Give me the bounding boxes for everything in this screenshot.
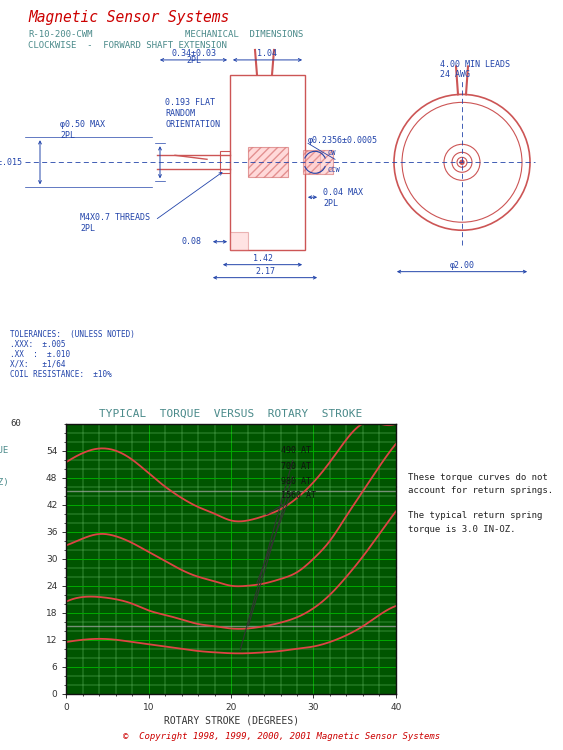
Text: COIL RESISTANCE:  ±10%: COIL RESISTANCE: ±10% (10, 370, 111, 379)
Bar (305, 152, 320, 173)
Text: (IN-OZ): (IN-OZ) (0, 478, 9, 487)
Text: 24 AWG: 24 AWG (440, 70, 470, 79)
Text: CCW: CCW (327, 167, 339, 173)
Text: 1.062±.015: 1.062±.015 (0, 158, 22, 166)
Text: TOLERANCES:  (UNLESS NOTED): TOLERANCES: (UNLESS NOTED) (10, 329, 135, 338)
Text: 0.04 MAX: 0.04 MAX (323, 188, 363, 196)
Bar (220, 152, 230, 173)
Bar (230, 232, 248, 250)
Text: 2PL: 2PL (80, 224, 95, 232)
Text: R-10-200-CWM: R-10-200-CWM (28, 30, 92, 39)
Text: The typical return spring: The typical return spring (408, 512, 543, 520)
Bar (230, 75, 305, 250)
Text: MECHANICAL  DIMENSIONS: MECHANICAL DIMENSIONS (185, 30, 303, 39)
Text: 0.08: 0.08 (182, 237, 202, 246)
Title: TYPICAL  TORQUE  VERSUS  ROTARY  STROKE: TYPICAL TORQUE VERSUS ROTARY STROKE (100, 409, 363, 419)
Text: ORIENTATION: ORIENTATION (165, 120, 220, 129)
Text: 490 AT: 490 AT (240, 446, 311, 650)
Text: 700 AT: 700 AT (248, 462, 311, 626)
Text: ©  Copyright 1998, 1999, 2000, 2001 Magnetic Sensor Systems: © Copyright 1998, 1999, 2000, 2001 Magne… (123, 732, 440, 741)
Text: RANDOM: RANDOM (165, 109, 195, 118)
Bar (248, 147, 288, 177)
Text: 0.34±0.03: 0.34±0.03 (171, 49, 216, 58)
Text: TORQUE: TORQUE (0, 446, 9, 455)
Circle shape (460, 160, 464, 164)
Text: 2PL: 2PL (186, 56, 201, 65)
Text: 1.42: 1.42 (252, 254, 272, 262)
Text: 60: 60 (10, 419, 21, 428)
Text: 2PL: 2PL (60, 130, 75, 140)
Text: 1.04: 1.04 (257, 49, 278, 58)
Text: torque is 3.0 IN-OZ.: torque is 3.0 IN-OZ. (408, 525, 516, 534)
Text: Magnetic Sensor Systems: Magnetic Sensor Systems (28, 10, 229, 25)
Text: These torque curves do not: These torque curves do not (408, 472, 548, 482)
Text: X/X:   ±1/64: X/X: ±1/64 (10, 359, 65, 368)
Text: 980 AT: 980 AT (257, 478, 311, 584)
Text: 2.17: 2.17 (255, 267, 275, 276)
Text: .XXX:  ±.005: .XXX: ±.005 (10, 340, 65, 349)
Text: CLOCKWISE  -  FORWARD SHAFT EXTENSION: CLOCKWISE - FORWARD SHAFT EXTENSION (28, 41, 227, 50)
Text: φ2.00: φ2.00 (449, 261, 475, 270)
Text: 0.193 FLAT: 0.193 FLAT (165, 98, 215, 106)
Text: .XX  :  ±.010: .XX : ±.010 (10, 350, 70, 358)
Text: account for return springs.: account for return springs. (408, 486, 553, 495)
Text: 1560 AT: 1560 AT (266, 491, 315, 514)
Text: M4X0.7 THREADS: M4X0.7 THREADS (80, 213, 150, 222)
Text: 4.00 MIN LEADS: 4.00 MIN LEADS (440, 60, 510, 69)
Bar (303, 150, 333, 174)
Text: φ0.50 MAX: φ0.50 MAX (60, 120, 105, 129)
Text: CW: CW (327, 150, 336, 156)
Text: 2PL: 2PL (323, 199, 338, 208)
Text: φ0.2356±0.0005: φ0.2356±0.0005 (308, 136, 378, 145)
X-axis label: ROTARY STROKE (DEGREES): ROTARY STROKE (DEGREES) (163, 716, 299, 726)
